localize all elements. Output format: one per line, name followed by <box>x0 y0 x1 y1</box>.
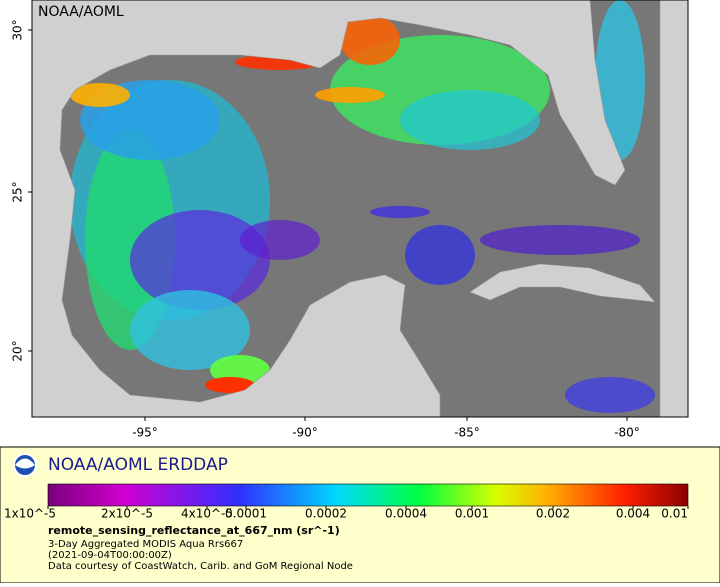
lat-tick-label: 25° <box>11 181 25 202</box>
legend-line: (2021-09-04T00:00:00Z) <box>48 550 172 561</box>
lon-tick-label: -85° <box>454 426 480 440</box>
axis-ticks: 30° 25° 20° -95° -90° -85° -80° <box>11 19 640 439</box>
data-patch <box>405 225 475 285</box>
cuba <box>469 263 656 303</box>
colorbar-label: 0.01 <box>661 507 688 521</box>
colorbar-label: 0.002 <box>536 507 570 521</box>
legend-panel <box>0 446 720 584</box>
watermark: NOAA/AOML <box>38 4 124 20</box>
colorbar-label: 0.0002 <box>305 507 347 521</box>
variable-name: remote_sensing_reflectance_at_667_nm (sr… <box>48 524 340 537</box>
colorbar-label: 0.0001 <box>225 507 267 521</box>
map-frame <box>31 0 689 418</box>
colorbar-label: 0.004 <box>616 507 650 521</box>
data-patch <box>340 15 400 65</box>
lat-tick-label: 20° <box>11 340 25 361</box>
lon-tick-label: -90° <box>292 426 318 440</box>
data-patch <box>565 377 655 413</box>
legend-line: 3-Day Aggregated MODIS Aqua Rrs667 <box>48 539 243 550</box>
colorbar-label: 0.0004 <box>385 507 427 521</box>
legend-title: NOAA/AOML ERDDAP <box>48 455 228 475</box>
colorbar-label: 4x10^-5 <box>181 507 233 521</box>
lon-tick-label: -95° <box>132 426 158 440</box>
satellite-data <box>70 0 655 413</box>
data-patch <box>240 220 320 260</box>
colorbar-label: 2x10^-5 <box>101 507 153 521</box>
data-patch <box>130 290 250 370</box>
lon-tick-label: -80° <box>614 426 640 440</box>
colorbar-label: 0.001 <box>455 507 489 521</box>
mainland <box>31 0 626 418</box>
east-land <box>659 0 689 418</box>
data-patch <box>595 0 645 160</box>
data-patch <box>480 225 640 255</box>
legend-line: Data courtesy of CoastWatch, Carib. and … <box>48 561 353 572</box>
colorbar-labels: 1x10^-5 2x10^-5 4x10^-50.0001 0.0002 0.0004 0… <box>4 506 689 521</box>
noaa-logo-bird <box>15 458 35 469</box>
data-patch <box>315 87 385 103</box>
data-patch <box>70 83 130 107</box>
colorbar-label: 1x10^-5 <box>4 507 56 521</box>
colorbar <box>47 483 689 507</box>
data-patch <box>205 377 255 393</box>
lat-tick-label: 30° <box>11 19 25 40</box>
land <box>31 0 689 418</box>
data-patch <box>400 90 540 150</box>
data-patch <box>130 210 270 310</box>
data-patch <box>370 206 430 218</box>
